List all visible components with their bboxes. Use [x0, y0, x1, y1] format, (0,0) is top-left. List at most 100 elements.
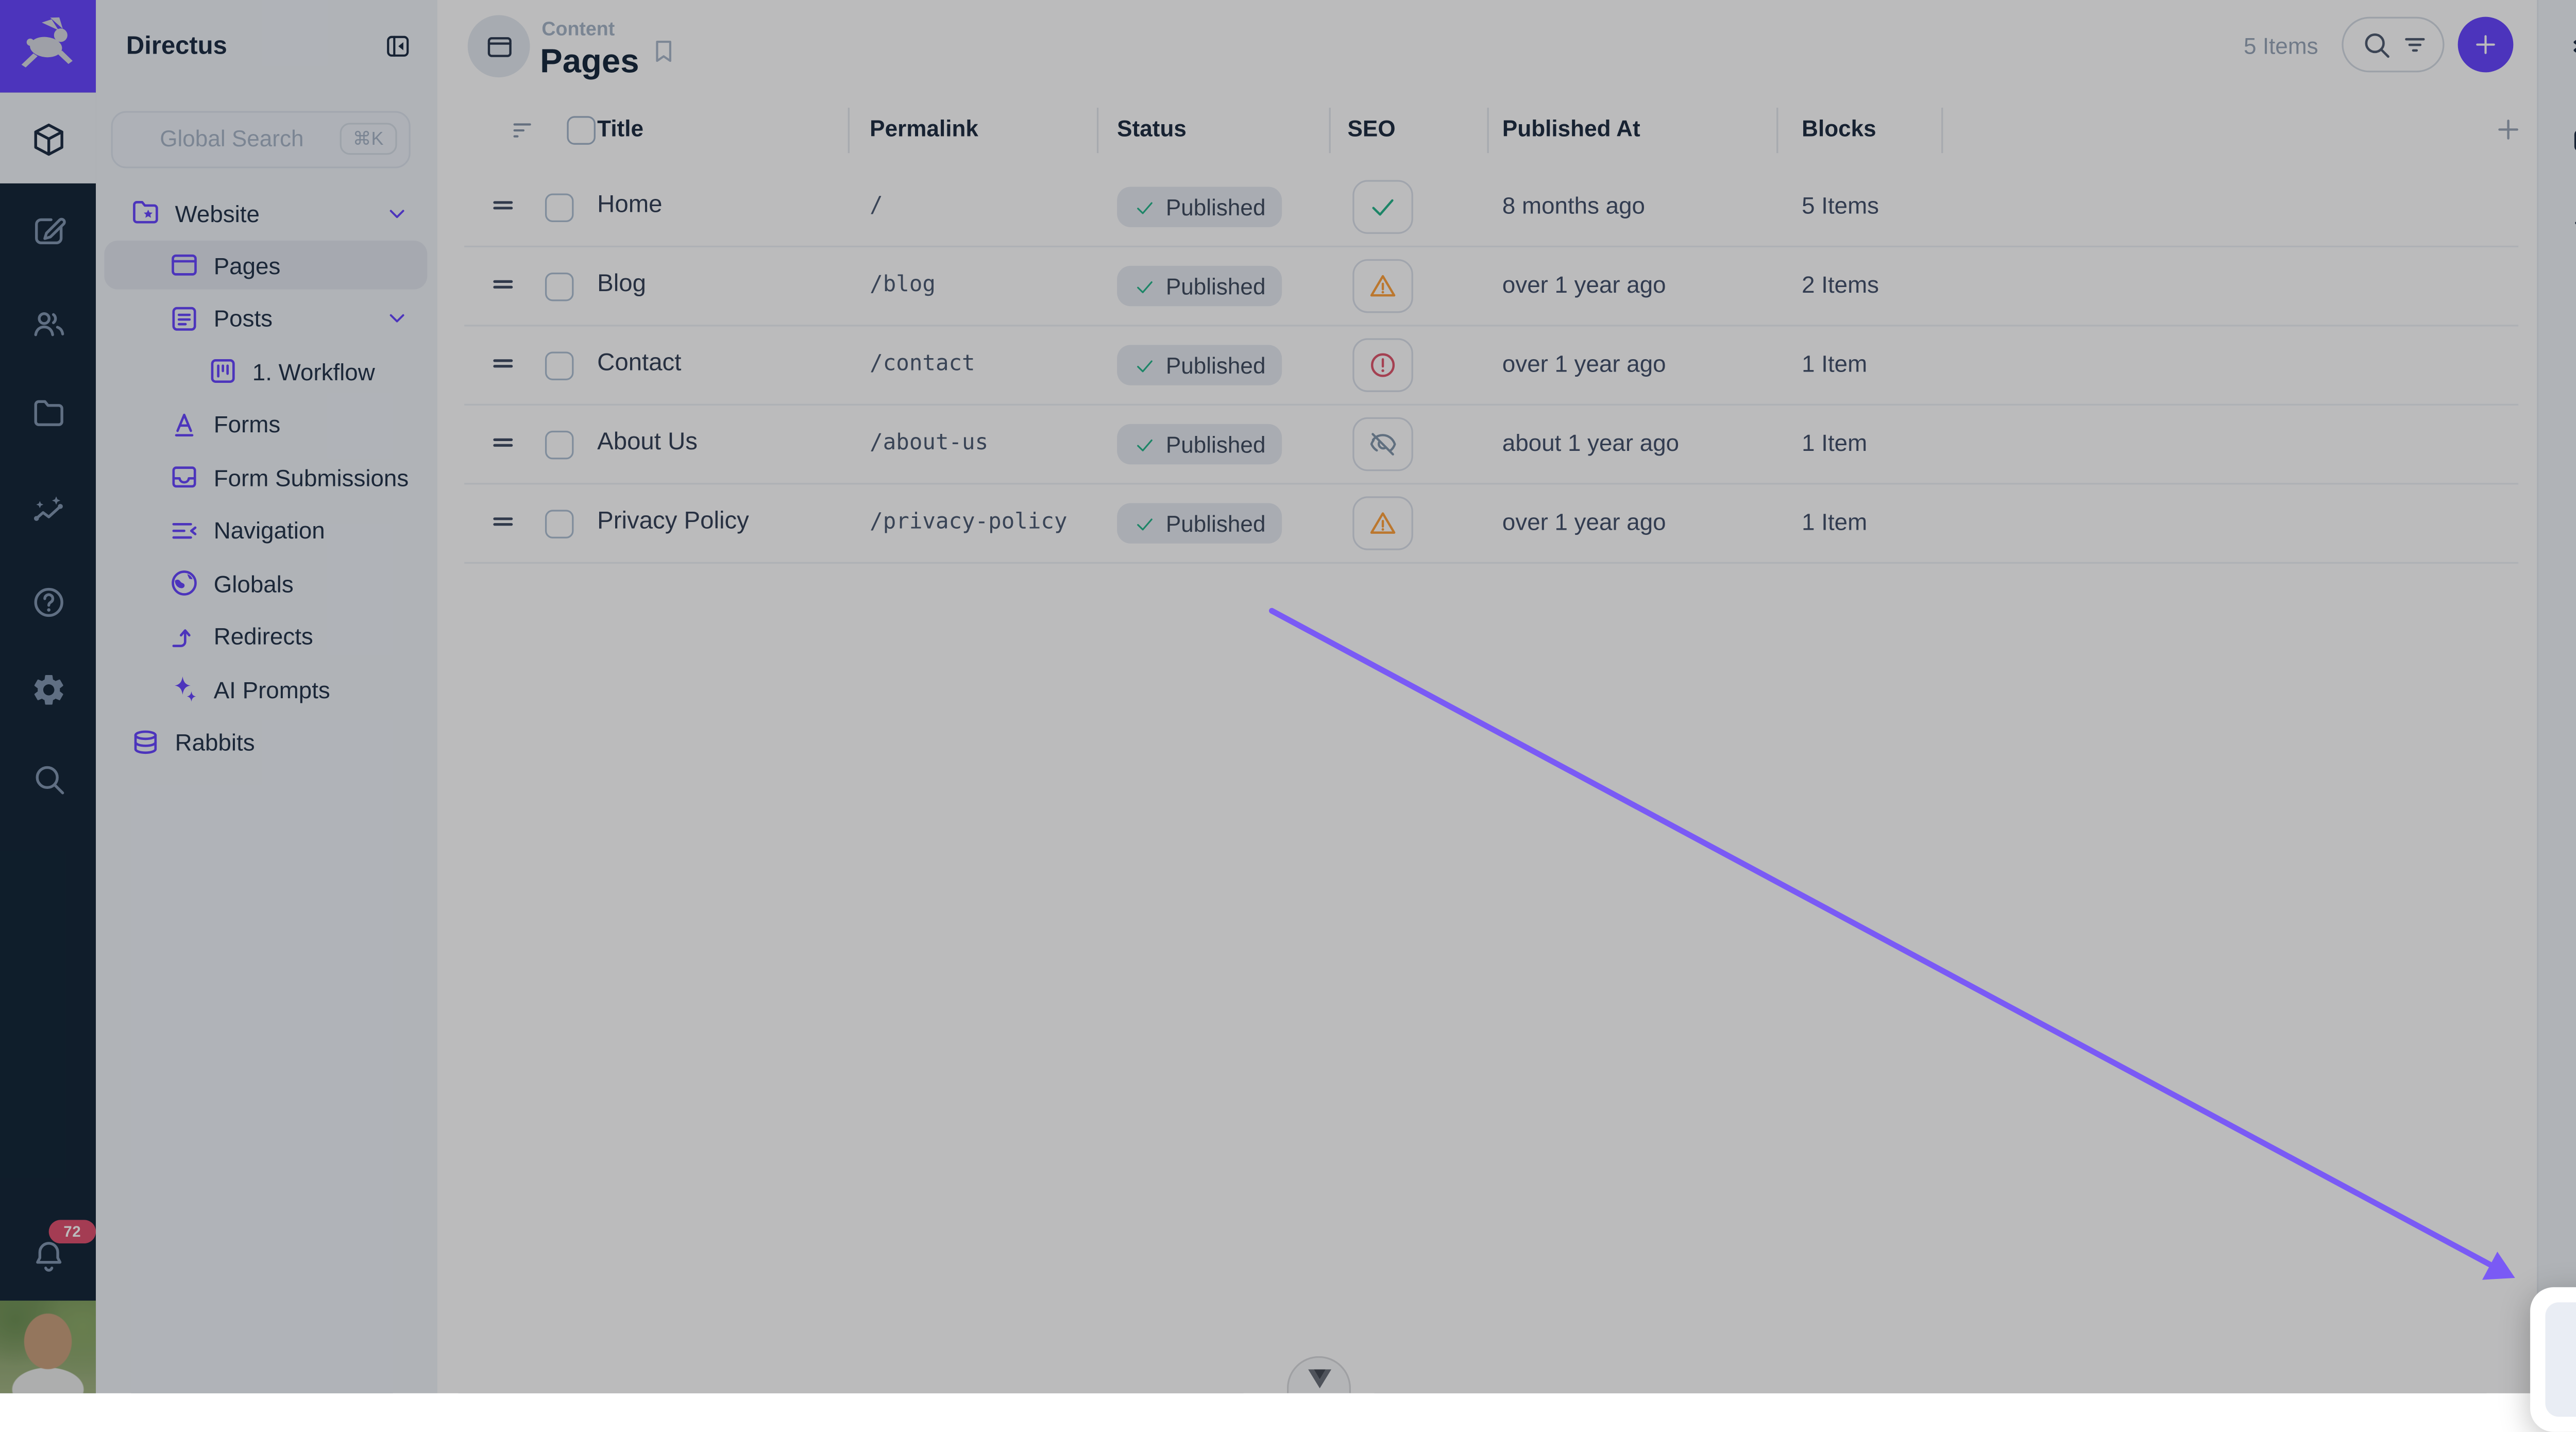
table-row[interactable]: Contact/contact Published over 1 year ago 1…	[464, 326, 2519, 406]
global-search-placeholder: Global Search	[160, 126, 304, 151]
drag-handle-icon[interactable]	[489, 350, 516, 377]
archive-down-icon[interactable]	[2570, 122, 2576, 158]
table-row[interactable]: About Us/about-us Published about 1 year a…	[464, 406, 2519, 485]
sidebar-item-label: Redirects	[213, 622, 313, 650]
status-label: Published	[1165, 273, 1266, 299]
table-row[interactable]: Privacy Policy/privacy-policy Published ov…	[464, 484, 2519, 564]
edit-module-icon[interactable]	[29, 212, 66, 249]
sidebar-item-label: AI Prompts	[213, 676, 330, 703]
check-icon	[1368, 192, 1398, 222]
seo-indicator-warning	[1352, 259, 1413, 313]
navigation-sidebar: Directus Global Search ⌘K Website Pages Po…	[96, 0, 437, 1393]
right-dock	[2537, 0, 2576, 1393]
sidebar-item-form-submissions[interactable]: Form Submissions	[104, 453, 427, 502]
seo-indicator-error	[1352, 338, 1413, 392]
sidebar-item-label: Pages	[213, 252, 281, 279]
notifications-icon[interactable]	[29, 1238, 66, 1275]
column-header-title[interactable]: Title	[597, 116, 644, 142]
sidebar-item-globals[interactable]: Globals	[104, 559, 427, 608]
redirect-icon	[168, 620, 200, 652]
select-all-checkbox[interactable]	[567, 116, 596, 145]
ai-assistant-button[interactable]	[2530, 1287, 2576, 1432]
cell-blocks: 1 Item	[1802, 429, 1868, 456]
sort-icon[interactable]	[510, 116, 538, 145]
sidebar-item-ai-prompts[interactable]: AI Prompts	[104, 665, 427, 714]
devtools-chevron-icon	[1307, 1369, 1331, 1389]
settings-module-icon[interactable]	[29, 671, 66, 709]
add-column-icon[interactable]	[2493, 114, 2523, 145]
sidebar-item-rabbits[interactable]: Rabbits	[104, 718, 427, 767]
insights-module-icon[interactable]	[29, 493, 66, 530]
sidebar-item-1-workflow[interactable]: 1. Workflow	[104, 347, 427, 396]
drag-handle-icon[interactable]	[489, 429, 516, 456]
module-bar: 72	[0, 0, 96, 1393]
add-item-button[interactable]	[2458, 16, 2514, 73]
cell-permalink: /about-us	[870, 430, 989, 456]
row-checkbox[interactable]	[545, 430, 574, 459]
cell-published-at: 8 months ago	[1502, 192, 1645, 219]
directus-logo[interactable]	[0, 0, 96, 93]
bookmark-icon[interactable]	[649, 36, 678, 68]
plus-icon	[2471, 30, 2500, 59]
drag-handle-icon[interactable]	[489, 508, 516, 535]
column-header-permalink[interactable]: Permalink	[870, 116, 978, 142]
sidebar-item-pages[interactable]: Pages	[104, 241, 428, 291]
column-header-seo[interactable]: SEO	[1347, 116, 1396, 142]
status-label: Published	[1165, 352, 1266, 378]
column-divider	[848, 107, 850, 154]
window-icon	[168, 250, 200, 282]
collapse-sidebar-icon[interactable]	[375, 24, 419, 68]
column-divider	[1096, 107, 1099, 154]
ai-assistant-button-inner	[2545, 1302, 2576, 1417]
seo-indicator-passed	[1352, 180, 1413, 234]
global-search-input[interactable]: Global Search ⌘K	[111, 111, 411, 169]
cell-title: Blog	[597, 271, 646, 298]
cell-permalink: /contact	[870, 351, 975, 377]
row-checkbox[interactable]	[545, 350, 574, 380]
folder-module-icon[interactable]	[29, 395, 66, 432]
column-header-status[interactable]: Status	[1117, 116, 1187, 142]
cell-title: Home	[597, 192, 663, 219]
status-badge: Published	[1117, 345, 1283, 385]
column-header-blocks[interactable]: Blocks	[1802, 116, 1876, 142]
sidebar-item-label: Globals	[213, 569, 294, 597]
chevron-down-icon[interactable]	[383, 305, 410, 332]
search-module-icon[interactable]	[29, 761, 66, 798]
people-module-icon[interactable]	[29, 306, 66, 343]
row-checkbox[interactable]	[545, 192, 574, 222]
column-header-published-at[interactable]: Published At	[1502, 116, 1640, 142]
bolt-icon[interactable]	[2570, 400, 2576, 435]
sidebar-item-forms[interactable]: Forms	[104, 400, 427, 449]
cube-module-icon[interactable]	[29, 121, 66, 158]
check-icon	[1134, 354, 1156, 376]
sidebar-item-posts[interactable]: Posts	[104, 294, 427, 343]
swap-vert-icon[interactable]	[2570, 307, 2576, 343]
column-divider	[1329, 107, 1331, 154]
sidebar-item-redirects[interactable]: Redirects	[104, 612, 427, 661]
window-icon	[484, 31, 514, 61]
search-filter-pill	[2342, 16, 2445, 73]
help-module-icon[interactable]	[29, 584, 66, 621]
cell-published-at: over 1 year ago	[1502, 508, 1666, 535]
article-icon	[168, 302, 200, 334]
sidebar-item-website[interactable]: Website	[104, 189, 427, 238]
layers-icon[interactable]	[2570, 28, 2576, 63]
table-row[interactable]: Home / Published 8 months ago 5 Items	[464, 169, 2519, 247]
drag-handle-icon[interactable]	[489, 192, 516, 218]
filter-icon[interactable]	[2399, 29, 2431, 61]
row-checkbox[interactable]	[545, 509, 574, 538]
table-header: Title Permalink Status SEO Published At Block…	[464, 101, 2518, 160]
cell-title: Contact	[597, 350, 682, 377]
chevron-down-icon[interactable]	[383, 199, 410, 226]
search-icon[interactable]	[2360, 29, 2392, 61]
collection-icon-button[interactable]	[467, 15, 530, 78]
user-avatar[interactable]	[0, 1301, 96, 1393]
drag-handle-icon[interactable]	[489, 271, 516, 298]
sidebar-item-label: 1. Workflow	[252, 358, 375, 385]
sync-off-icon[interactable]	[2570, 216, 2576, 252]
globe-icon	[168, 567, 200, 599]
breadcrumb[interactable]: Content	[541, 20, 615, 41]
sidebar-item-navigation[interactable]: Navigation	[104, 506, 427, 555]
table-row[interactable]: Blog/blog Published over 1 year ago 2 Items	[464, 247, 2519, 327]
row-checkbox[interactable]	[545, 272, 574, 300]
